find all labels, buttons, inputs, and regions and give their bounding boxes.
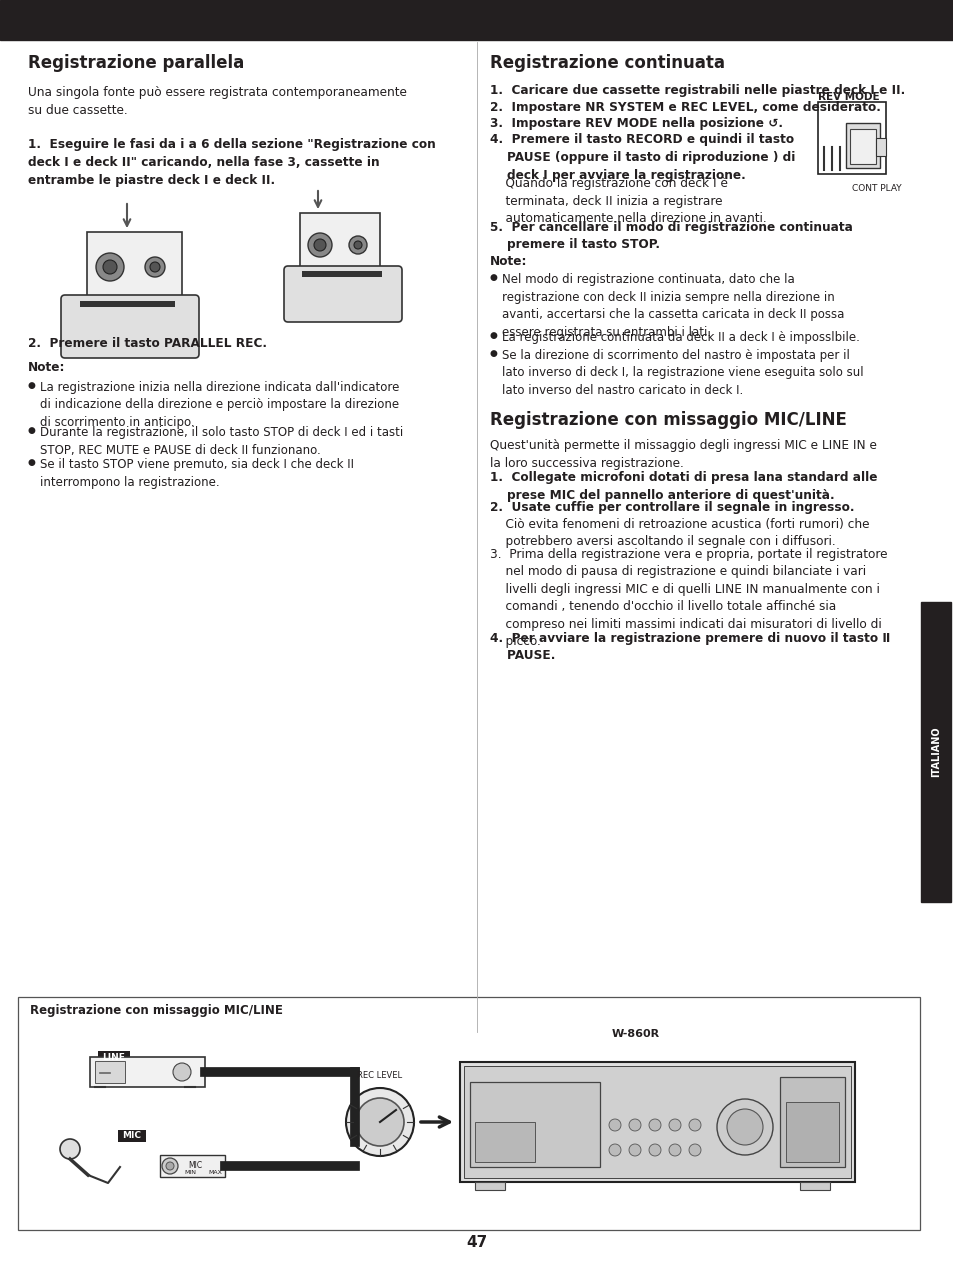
Text: W-860R: W-860R <box>611 1029 659 1039</box>
Text: Ciò evita fenomeni di retroazione acustica (forti rumori) che
    potrebbero ave: Ciò evita fenomeni di retroazione acusti… <box>490 518 868 548</box>
Circle shape <box>103 259 117 273</box>
Text: Durante la registrazione, il solo tasto STOP di deck I ed i tasti
STOP, REC MUTE: Durante la registrazione, il solo tasto … <box>40 426 403 457</box>
Circle shape <box>648 1144 660 1156</box>
Text: 1.  Caricare due cassette registrabili nelle piastre deck I e II.: 1. Caricare due cassette registrabili ne… <box>490 84 904 97</box>
Text: 3.  Prima della registrazione vera e propria, portate il registratore
    nel mo: 3. Prima della registrazione vera e prop… <box>490 548 886 649</box>
Circle shape <box>172 1063 191 1081</box>
Bar <box>299 212 379 275</box>
Bar <box>0 0 953 39</box>
Bar <box>475 1182 504 1191</box>
Bar <box>118 1130 146 1142</box>
Text: La registrazione inizia nella direzione indicata dall'indicatore
di indicazione : La registrazione inizia nella direzione … <box>40 382 399 429</box>
Circle shape <box>308 233 332 257</box>
Circle shape <box>145 257 165 277</box>
Text: MIC: MIC <box>122 1132 141 1141</box>
Circle shape <box>688 1144 700 1156</box>
Circle shape <box>166 1163 173 1170</box>
Text: 1.  Eseguire le fasi da i a 6 della sezione "Registrazione con
deck I e deck II": 1. Eseguire le fasi da i a 6 della sezio… <box>28 137 436 187</box>
Text: Quest'unità permette il missaggio degli ingressi MIC e LINE IN e
la loro success: Quest'unità permette il missaggio degli … <box>490 440 876 469</box>
Bar <box>475 1122 535 1163</box>
Text: ●: ● <box>490 273 497 282</box>
Text: ●: ● <box>28 426 36 435</box>
Bar <box>875 137 885 156</box>
Circle shape <box>726 1109 762 1145</box>
Text: ●: ● <box>490 332 497 341</box>
Circle shape <box>668 1119 680 1131</box>
Bar <box>95 1061 125 1082</box>
Text: 2.  Premere il tasto PARALLEL REC.: 2. Premere il tasto PARALLEL REC. <box>28 337 267 350</box>
Bar <box>302 271 381 277</box>
Circle shape <box>688 1119 700 1131</box>
Circle shape <box>608 1144 620 1156</box>
Text: Nel modo di registrazione continuata, dato che la
registrazione con deck II iniz: Nel modo di registrazione continuata, da… <box>501 273 843 340</box>
Bar <box>845 123 879 168</box>
Text: Una singola fonte può essere registrata contemporaneamente
su due cassette.: Una singola fonte può essere registrata … <box>28 86 406 117</box>
Bar <box>459 1062 854 1182</box>
Text: 4.  Per avviare la registrazione premere di nuovo il tasto Ⅱ
    PAUSE.: 4. Per avviare la registrazione premere … <box>490 632 889 663</box>
Bar <box>87 232 182 304</box>
Text: ITALIANO: ITALIANO <box>930 726 940 777</box>
Text: 2.  Usate cuffie per controllare il segnale in ingresso.: 2. Usate cuffie per controllare il segna… <box>490 501 854 514</box>
Circle shape <box>150 262 160 272</box>
Text: 47: 47 <box>466 1235 487 1250</box>
Circle shape <box>354 240 361 249</box>
Text: 1.  Collegate microfoni dotati di presa lana standard alle
    prese MIC del pan: 1. Collegate microfoni dotati di presa l… <box>490 472 877 502</box>
Circle shape <box>60 1138 80 1159</box>
FancyBboxPatch shape <box>61 295 199 357</box>
Text: Quando la registrazione con deck I è
    terminata, deck II inizia a registrare
: Quando la registrazione con deck I è ter… <box>490 177 766 225</box>
Bar <box>90 1057 205 1088</box>
Text: Registrazione con missaggio MIC/LINE: Registrazione con missaggio MIC/LINE <box>30 1004 283 1018</box>
Circle shape <box>162 1158 178 1174</box>
Text: Registrazione con missaggio MIC/LINE: Registrazione con missaggio MIC/LINE <box>490 412 846 430</box>
Text: Registrazione continuata: Registrazione continuata <box>490 53 724 73</box>
Bar <box>817 102 885 174</box>
Circle shape <box>349 237 367 254</box>
Text: 2.  Impostare NR SYSTEM e REC LEVEL, come desiderato.: 2. Impostare NR SYSTEM e REC LEVEL, come… <box>490 100 880 113</box>
Text: 4.  Premere il tasto RECORD e quindi il tasto
    PAUSE (oppure il tasto di ripr: 4. Premere il tasto RECORD e quindi il t… <box>490 134 795 182</box>
Text: ●: ● <box>490 349 497 357</box>
Circle shape <box>628 1144 640 1156</box>
Text: Se il tasto STOP viene premuto, sia deck I che deck II
interrompono la registraz: Se il tasto STOP viene premuto, sia deck… <box>40 458 354 488</box>
Text: La registrazione continuata da deck II a deck I è imposslbile.: La registrazione continuata da deck II a… <box>501 332 859 345</box>
Text: ●: ● <box>28 458 36 468</box>
Circle shape <box>668 1144 680 1156</box>
Circle shape <box>355 1098 403 1146</box>
Circle shape <box>608 1119 620 1131</box>
Text: 3.  Impostare REV MODE nella posizione ↺.: 3. Impostare REV MODE nella posizione ↺. <box>490 117 782 130</box>
Circle shape <box>628 1119 640 1131</box>
Bar <box>849 128 875 164</box>
Bar <box>160 1155 225 1177</box>
Circle shape <box>648 1119 660 1131</box>
Text: MIC: MIC <box>188 1161 202 1170</box>
Circle shape <box>346 1088 414 1156</box>
Bar <box>785 1102 838 1163</box>
Text: ●: ● <box>28 382 36 391</box>
FancyBboxPatch shape <box>284 266 401 322</box>
Text: MIN: MIN <box>184 1170 195 1175</box>
Text: 5.  Per cancellare il modo di registrazione continuata
    premere il tasto STOP: 5. Per cancellare il modo di registrazio… <box>490 220 852 251</box>
Bar <box>920 602 950 902</box>
Text: Registrazione parallela: Registrazione parallela <box>28 53 244 73</box>
Text: Se la direzione di scorrimento del nastro è impostata per il
lato inverso di dec: Se la direzione di scorrimento del nastr… <box>501 349 862 397</box>
Text: REV MODE: REV MODE <box>817 92 879 102</box>
Bar <box>470 1082 599 1166</box>
Bar <box>18 997 919 1230</box>
Circle shape <box>96 253 124 281</box>
Bar <box>98 1051 130 1063</box>
Bar <box>780 1077 844 1166</box>
Text: LINE: LINE <box>103 1052 125 1062</box>
Text: Note:: Note: <box>490 256 527 268</box>
Bar <box>463 1066 850 1178</box>
Text: REC LEVEL: REC LEVEL <box>357 1071 402 1080</box>
Bar <box>80 301 174 307</box>
Bar <box>800 1182 829 1191</box>
Text: Note:: Note: <box>28 361 66 374</box>
Text: MAX: MAX <box>208 1170 222 1175</box>
Text: CONT PLAY: CONT PLAY <box>851 184 901 193</box>
Circle shape <box>717 1099 772 1155</box>
Circle shape <box>314 239 326 251</box>
